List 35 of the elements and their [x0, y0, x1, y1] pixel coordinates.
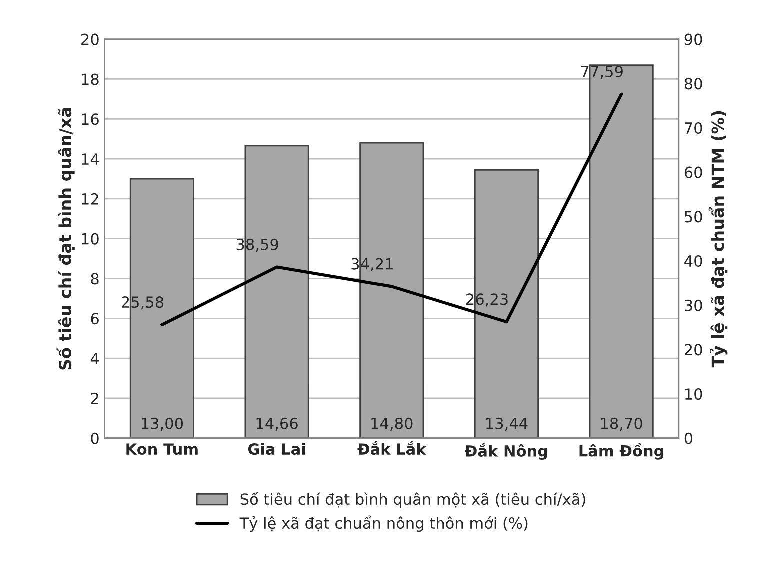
data-label: 13,00 [142, 418, 184, 431]
x-tick-label: Lâm Đồng [580, 443, 664, 460]
y-tick-label: 18 [82, 74, 99, 86]
data-label: 18,70 [601, 418, 642, 431]
data-label: 14,66 [256, 418, 298, 431]
y2-tick-label: 40 [684, 255, 702, 268]
y-tick-label: 4 [90, 353, 100, 364]
x-tick-label: Kon Tum [126, 444, 198, 456]
y-tick-label: 10 [82, 233, 99, 245]
legend-label: Số tiêu chí đạt bình quân một xã (tiêu chí/xã) [240, 492, 586, 508]
y-tick-label: 16 [82, 114, 99, 126]
y2-axis-title: Tỷ lệ xã đạt chuẩn NTM (%) [708, 111, 728, 368]
x-tick-label: Gia Lai [248, 443, 306, 456]
y2-tick-label: 30 [685, 300, 702, 312]
x-tick-label: Đắk Lắk [358, 441, 427, 456]
y2-tick-label: 60 [684, 166, 702, 178]
y-tick-label: 8 [91, 273, 99, 285]
y-tick-label: 2 [91, 392, 98, 404]
y-axis-title: Số tiêu chí đạt bình quân/xã [56, 108, 75, 370]
x-tick-label: Đắk Nông [465, 443, 548, 460]
y-tick-label: 6 [91, 313, 99, 325]
y-tick-label: 12 [82, 193, 98, 205]
data-label: 13,44 [486, 418, 528, 431]
legend-label: Tỷ lệ xã đạt chuẩn nông thôn mới (%) [240, 516, 528, 532]
y-tick-label: 14 [82, 154, 100, 165]
y2-tick-label: 0 [684, 432, 693, 444]
y2-tick-label: 90 [684, 34, 702, 46]
y-tick-label: 20 [82, 34, 99, 46]
y2-tick-label: 20 [684, 344, 702, 356]
y2-tick-label: 80 [684, 78, 702, 90]
y2-tick-label: 70 [685, 122, 702, 134]
data-label: 14,80 [372, 418, 413, 431]
y-tick-label: 0 [91, 432, 99, 444]
y2-tick-label: 10 [686, 388, 702, 400]
y2-tick-label: 50 [685, 211, 702, 223]
